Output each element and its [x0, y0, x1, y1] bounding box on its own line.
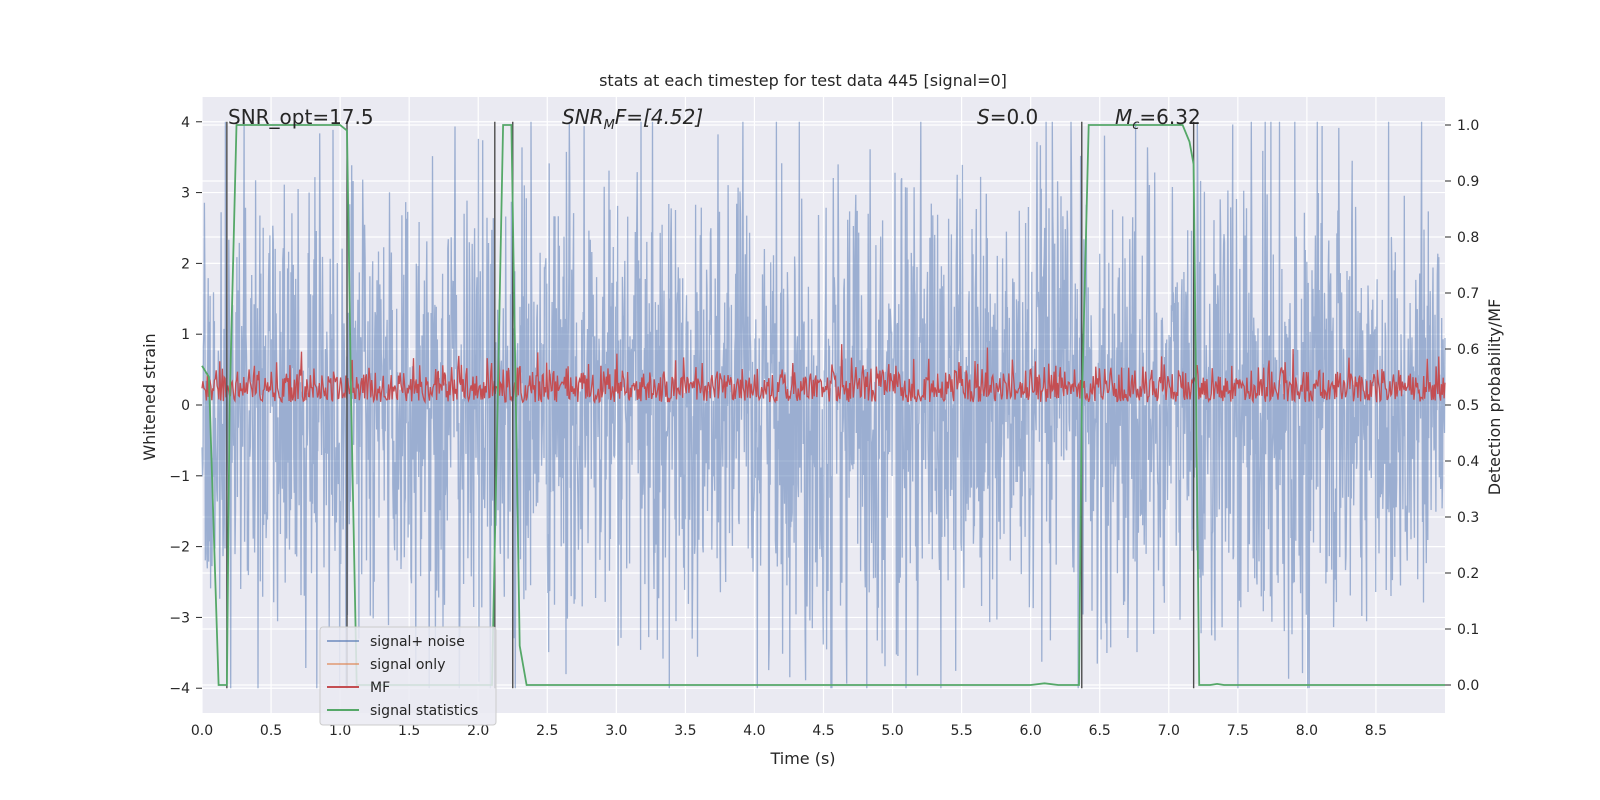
- y-tick-label: −3: [169, 610, 190, 626]
- annotation-s: S=0.0: [977, 105, 1038, 129]
- series-signal-noise: [201, 121, 1446, 689]
- signal-statistics-line: [201, 124, 1445, 686]
- y-axis-ticks: 4 3 2 1 0 −1 −2 −3 −4: [169, 115, 202, 697]
- x-tick-label: 2.5: [536, 723, 558, 739]
- y2-tick-label: 0.3: [1457, 510, 1479, 526]
- annotation-mc: Mc=6.32: [1115, 105, 1201, 133]
- annotation-mc-label: M: [1115, 105, 1132, 129]
- y2-tick-label: 1.0: [1457, 118, 1479, 134]
- annotation-snr-mf-label: SNR: [562, 105, 604, 129]
- y-tick-label: 3: [181, 186, 190, 202]
- legend-label-signal-only: signal only: [370, 657, 445, 673]
- x-tick-label: 4.5: [812, 723, 834, 739]
- y2-tick-label: 0.6: [1457, 342, 1479, 358]
- x-tick-label: 6.0: [1020, 723, 1042, 739]
- y-tick-label: −2: [169, 540, 190, 556]
- x-tick-label: 3.0: [605, 723, 627, 739]
- y2-axis-label: Detection probability/MF: [1485, 299, 1504, 496]
- y2-axis-ticks: 1.0 0.9 0.8 0.7 0.6 0.5 0.4 0.3 0.2 0.1 0.0: [1445, 118, 1479, 694]
- mf-line: [201, 344, 1446, 405]
- y2-tick-label: 0.7: [1457, 286, 1479, 302]
- x-axis-label: Time (s): [769, 749, 835, 768]
- x-tick-label: 5.0: [881, 723, 903, 739]
- legend-label-mf: MF: [370, 680, 390, 696]
- x-tick-label: 3.5: [674, 723, 696, 739]
- x-tick-label: 7.5: [1227, 723, 1249, 739]
- noise-line: [201, 121, 1446, 689]
- x-tick-label: 8.5: [1365, 723, 1387, 739]
- annotation-s-value: =0.0: [990, 105, 1039, 129]
- x-tick-label: 7.0: [1158, 723, 1180, 739]
- x-tick-label: 2.0: [467, 723, 489, 739]
- annotation-snr-opt: SNR_opt=17.5: [228, 105, 374, 129]
- annotation-snr-mf-sub: M: [604, 118, 615, 133]
- y-tick-label: 4: [181, 115, 190, 131]
- y2-tick-label: 0.2: [1457, 566, 1479, 582]
- x-tick-label: 4.0: [743, 723, 765, 739]
- y-axis-label: Whitened strain: [140, 333, 159, 460]
- series-mf: [201, 344, 1446, 405]
- y2-tick-label: 0.4: [1457, 454, 1479, 470]
- legend: signal+ noise signal only MF signal stat…: [319, 626, 497, 726]
- y-tick-label: 0: [181, 398, 190, 414]
- y-tick-label: −1: [169, 469, 190, 485]
- annotation-mc-value: =6.32: [1139, 105, 1200, 129]
- y2-tick-label: 0.5: [1457, 398, 1479, 414]
- x-tick-label: 1.5: [398, 723, 420, 739]
- annotation-s-label: S: [977, 105, 990, 129]
- series-signal-statistics: [201, 124, 1445, 686]
- annotation-mc-sub: c: [1132, 118, 1139, 133]
- legend-label-signal-noise: signal+ noise: [370, 634, 465, 650]
- x-tick-label: 5.5: [950, 723, 972, 739]
- y2-tick-label: 0.9: [1457, 174, 1479, 190]
- y-tick-label: −4: [169, 681, 190, 697]
- y2-tick-label: 0.0: [1457, 678, 1479, 694]
- y-tick-label: 1: [181, 327, 190, 343]
- annotation-snr-mf: SNRMF=[4.52]: [562, 105, 703, 133]
- x-tick-label: 0.0: [191, 723, 213, 739]
- y2-tick-label: 0.8: [1457, 230, 1479, 246]
- x-tick-label: 6.5: [1089, 723, 1111, 739]
- legend-label-signal-statistics: signal statistics: [370, 703, 478, 719]
- x-tick-label: 1.0: [329, 723, 351, 739]
- y2-tick-label: 0.1: [1457, 622, 1479, 638]
- x-axis-ticks: 0.0 0.5 1.0 1.5 2.0 2.5 3.0 3.5 4.0 4.5 5.0 5.5 6.0 6…: [191, 723, 1387, 739]
- x-tick-label: 8.0: [1296, 723, 1318, 739]
- chart-title: stats at each timestep for test data 445…: [599, 71, 1007, 90]
- annotation-snr-mf-value: F=[4.52]: [615, 105, 703, 129]
- y-tick-label: 2: [181, 256, 190, 272]
- legend-box: [319, 626, 497, 726]
- x-tick-label: 0.5: [260, 723, 282, 739]
